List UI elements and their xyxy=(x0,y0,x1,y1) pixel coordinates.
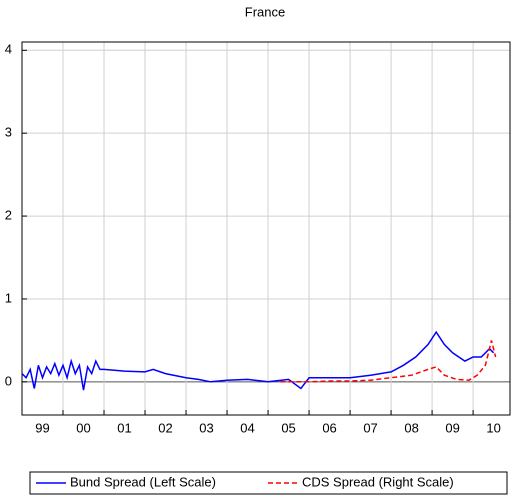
x-tick-label: 06 xyxy=(322,420,336,435)
legend-label: Bund Spread (Left Scale) xyxy=(70,474,216,489)
x-tick-label: 05 xyxy=(281,420,295,435)
y-tick-label: 2 xyxy=(5,208,12,223)
plot-frame xyxy=(21,41,511,416)
x-tick-label: 02 xyxy=(158,420,172,435)
x-tick-label: 03 xyxy=(199,420,213,435)
y-tick-label: 0 xyxy=(5,373,12,388)
x-tick-label: 01 xyxy=(117,420,131,435)
series-line xyxy=(21,330,495,391)
x-tick-label: 04 xyxy=(240,420,254,435)
x-tick-label: 09 xyxy=(445,420,459,435)
x-tick-label: 08 xyxy=(404,420,418,435)
y-tick-label: 3 xyxy=(5,125,12,140)
series-line xyxy=(280,340,497,383)
x-tick-label: 07 xyxy=(363,420,377,435)
legend-box xyxy=(29,471,508,495)
x-tick-label: 10 xyxy=(486,420,500,435)
legend-label: CDS Spread (Right Scale) xyxy=(302,474,454,489)
x-tick-label: 99 xyxy=(35,420,49,435)
chart-title: France xyxy=(245,4,285,19)
x-tick-label: 00 xyxy=(76,420,90,435)
y-tick-label: 4 xyxy=(5,42,12,57)
y-tick-label: 1 xyxy=(5,290,12,305)
